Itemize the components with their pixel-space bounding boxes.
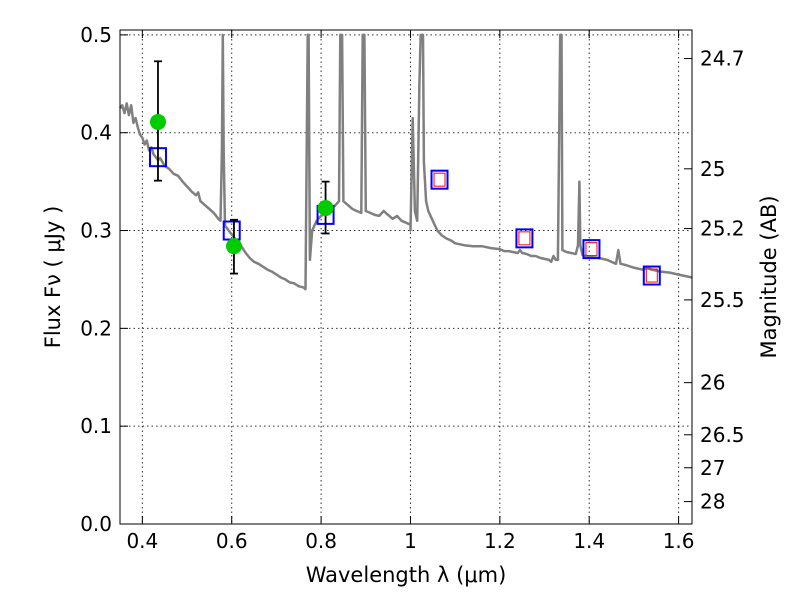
- x-tick-label: 1.6: [663, 529, 695, 553]
- model-photometry-inner-box: [433, 172, 446, 187]
- observed-point: [225, 238, 242, 255]
- x-tick-label: 1: [404, 529, 417, 553]
- model-photometry-inner-box: [585, 242, 598, 257]
- y-axis-right-label: Magnitude (AB): [757, 195, 781, 358]
- y-tick-label: 0.3: [80, 219, 112, 243]
- right-tick-label: 26: [700, 371, 725, 395]
- right-tick-label: 25.2: [700, 217, 745, 241]
- y-tick-label: 0.0: [80, 512, 112, 536]
- x-axis-label: Wavelength λ (μm): [306, 563, 507, 587]
- model-photometry-inner-box: [645, 268, 658, 283]
- model-photometry-box: [642, 265, 661, 286]
- y-tick-label: 0.5: [80, 23, 112, 47]
- model-photometry-box: [430, 169, 449, 190]
- right-tick-label: 25.5: [700, 288, 745, 312]
- x-tick-label: 1.2: [484, 529, 516, 553]
- observed-point: [149, 113, 166, 130]
- x-tick-label: 0.4: [126, 529, 158, 553]
- right-tick-label: 25: [700, 157, 725, 181]
- observed-photometry: [149, 60, 334, 275]
- right-tick-label: 24.7: [700, 47, 745, 71]
- model-photometry-box: [515, 228, 534, 249]
- y-tick-label: 0.4: [80, 121, 112, 145]
- x-tick-label: 0.8: [305, 529, 337, 553]
- observed-point: [317, 200, 334, 217]
- y-tick-label: 0.1: [80, 414, 112, 438]
- x-tick-label: 1.4: [573, 529, 605, 553]
- right-tick-label: 27: [700, 456, 725, 480]
- plot-frame: [119, 29, 693, 525]
- ticks: 0.4 0.6 0.8 1 1.2 1.4 1.6 0.0 0.1 0.2 0.3 0.4 0.5 24.…: [80, 23, 744, 553]
- model-photometry-inner-box: [518, 231, 531, 246]
- y-tick-label: 0.2: [80, 316, 112, 340]
- x-tick-label: 0.6: [216, 529, 248, 553]
- grid: [120, 30, 692, 525]
- right-tick-label: 26.5: [700, 423, 745, 447]
- model-spectrum-line: [118, 33, 693, 291]
- y-axis-label: Flux Fν ( μJy ): [41, 206, 65, 349]
- right-tick-label: 28: [700, 490, 725, 514]
- model-photometry: [148, 147, 661, 286]
- model-spectrum: [118, 33, 693, 291]
- model-photometry-box: [582, 239, 601, 260]
